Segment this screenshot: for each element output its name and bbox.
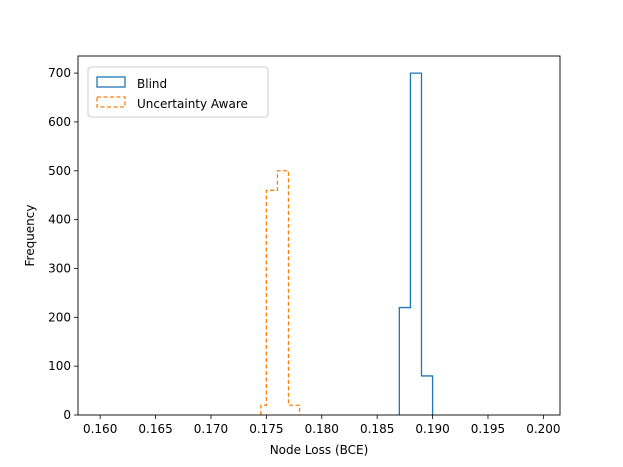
y-tick-label: 0	[63, 408, 71, 422]
legend: Blind Uncertainty Aware	[87, 66, 269, 118]
legend-swatch-blind	[96, 76, 126, 88]
y-tick-label: 100	[48, 359, 71, 373]
y-tick-label: 700	[48, 66, 71, 80]
y-axis-ticks: 0 100 200 300 400 500 600 700	[48, 66, 78, 422]
x-tick-label: 0.185	[360, 422, 394, 436]
y-tick-label: 300	[48, 261, 71, 275]
x-tick-label: 0.200	[526, 422, 560, 436]
legend-label-blind: Blind	[137, 77, 167, 91]
plot-content	[260, 72, 434, 415]
y-tick-label: 400	[48, 213, 71, 227]
x-tick-label: 0.175	[249, 422, 283, 436]
y-axis-label: Frequency	[23, 205, 37, 267]
x-tick-label: 0.190	[415, 422, 449, 436]
x-tick-label: 0.170	[194, 422, 228, 436]
x-tick-label: 0.180	[305, 422, 339, 436]
x-tick-label: 0.160	[83, 422, 117, 436]
x-tick-label: 0.195	[471, 422, 505, 436]
x-axis-ticks: 0.160 0.165 0.170 0.175 0.180 0.185 0.190 0.195…	[83, 415, 561, 436]
legend-box	[87, 66, 269, 118]
histogram-series-uncertainty-aware	[260, 170, 301, 415]
x-tick-label: 0.165	[138, 422, 172, 436]
legend-label-uncertainty-aware: Uncertainty Aware	[137, 97, 248, 111]
x-axis-label: Node Loss (BCE)	[270, 443, 369, 457]
y-tick-label: 500	[48, 164, 71, 178]
legend-swatch-uncertainty-aware	[96, 96, 126, 108]
y-tick-label: 200	[48, 310, 71, 324]
histogram-series-blind	[398, 72, 434, 415]
axes-frame	[77, 55, 561, 416]
y-tick-label: 600	[48, 115, 71, 129]
